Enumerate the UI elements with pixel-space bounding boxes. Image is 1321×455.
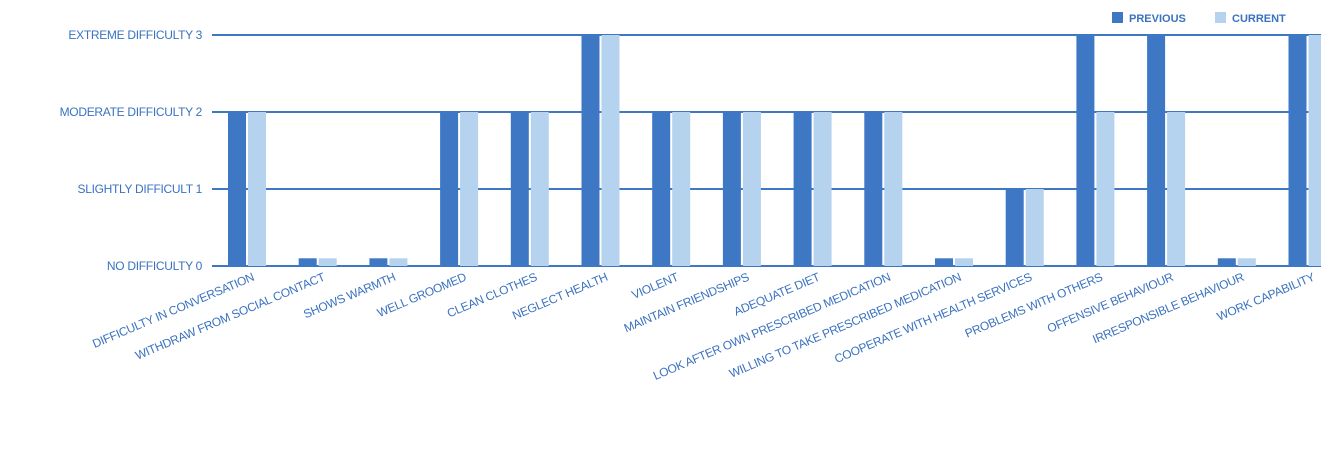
bar-current (672, 112, 691, 266)
bar-current (884, 112, 903, 266)
bar-previous (864, 112, 883, 266)
bar-current (1167, 112, 1186, 266)
bar-current (955, 258, 973, 266)
bar-current (742, 112, 761, 266)
bar-current (530, 112, 549, 266)
bar-previous (1005, 189, 1024, 266)
x-tick-label: PROBLEMS WITH OTHERS (963, 270, 1105, 341)
bar-previous (298, 258, 317, 266)
bar-previous (228, 112, 246, 266)
y-tick-label: SLIGHTLY DIFFICULT 1 (78, 182, 203, 196)
legend-label: PREVIOUS (1129, 13, 1186, 25)
bar-current (1308, 35, 1321, 266)
bars (228, 35, 1321, 266)
bar-current (813, 112, 832, 266)
bar-current (389, 258, 408, 266)
bar-current (1237, 258, 1256, 266)
bar-previous (652, 112, 671, 266)
bar-previous (935, 258, 953, 266)
x-tick-label: MAINTAIN FRIENDSHIPS (622, 270, 752, 336)
legend: PREVIOUS CURRENT (1112, 12, 1286, 25)
bar-previous (1288, 35, 1307, 266)
bar-previous (510, 112, 529, 266)
bar-current (248, 112, 266, 266)
bar-current (318, 258, 337, 266)
legend-swatch (1215, 12, 1226, 23)
bar-previous (1217, 258, 1236, 266)
bar-current (1025, 189, 1044, 266)
bar-previous (369, 258, 388, 266)
bar-previous (1147, 35, 1166, 266)
bar-previous (722, 112, 741, 266)
y-tick-label: EXTREME DIFFICULTY 3 (68, 28, 202, 42)
bar-current (601, 35, 620, 266)
y-tick-label: NO DIFFICULTY 0 (107, 259, 203, 273)
bar-previous (1076, 35, 1095, 266)
bar-previous (581, 35, 600, 266)
bar-previous (440, 112, 459, 266)
gridlines (212, 34, 1321, 267)
bar-previous (793, 112, 812, 266)
y-axis-labels: NO DIFFICULTY 0 SLIGHTLY DIFFICULT 1 MODER… (60, 28, 203, 273)
legend-swatch (1112, 12, 1123, 23)
y-tick-label: MODERATE DIFFICULTY 2 (60, 105, 203, 119)
bar-current (1096, 112, 1115, 266)
bar-current (460, 112, 479, 266)
x-tick-label: VIOLENT (630, 269, 682, 302)
legend-label: CURRENT (1232, 13, 1286, 25)
